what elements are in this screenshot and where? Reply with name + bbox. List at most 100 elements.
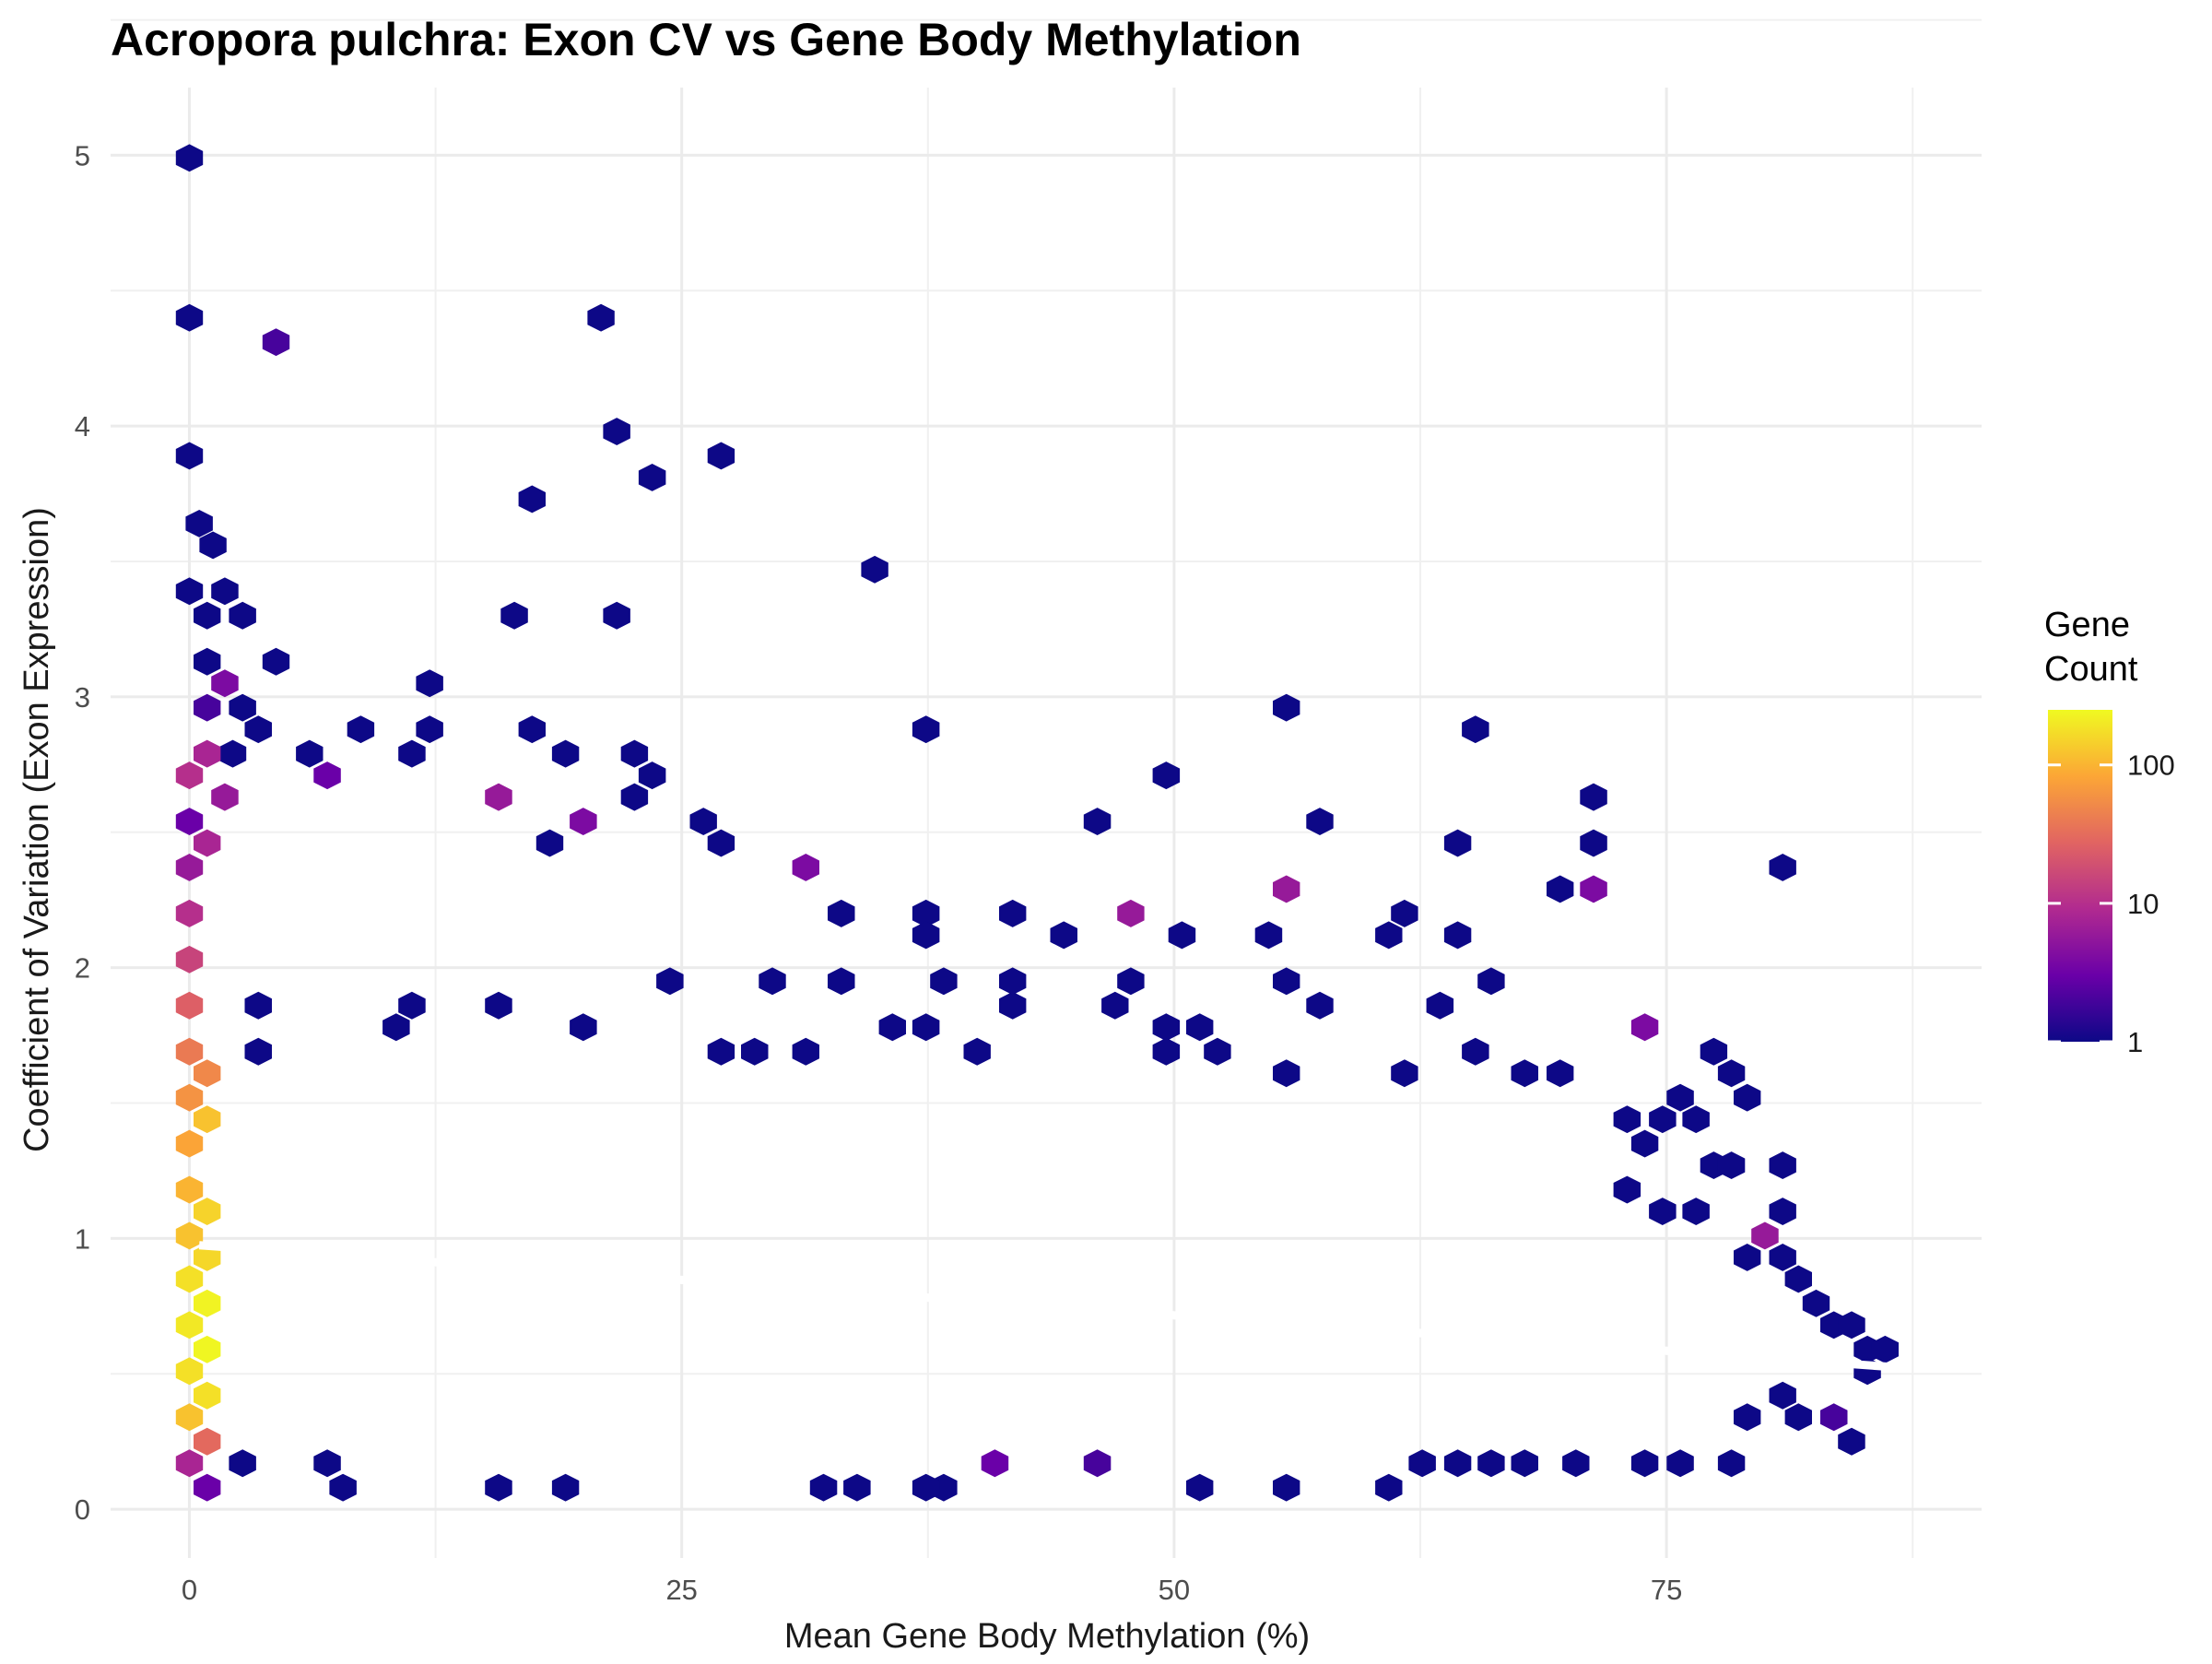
hexbin-cell [1306,808,1334,835]
hexbin-cell [792,1037,819,1066]
hexbin-cell [175,1083,204,1112]
y-axis-label: Coefficient of Variation (Exon Expressio… [18,507,56,1152]
x-tick-label: 50 [1159,1574,1190,1606]
hexbin-cell [175,1265,204,1293]
hexbin-layer [175,144,1899,1502]
hexbin-cell [999,899,1027,927]
hexbin-cell [912,899,940,927]
hexbin-cell [1734,1083,1761,1112]
hexbin-cell [1375,1473,1403,1502]
hexbin-cell [1511,1449,1538,1478]
hexbin-cell [1152,1037,1181,1066]
hexbin-cell [1630,1013,1659,1042]
hexbin-cell [1769,1381,1796,1410]
hexbin-cell [912,1473,940,1502]
hexbin-cell [656,967,684,996]
legend-tick-label: 10 [2127,888,2159,920]
legend-tick-label: 1 [2127,1026,2143,1058]
hexbin-cell [1443,921,1472,950]
legend-ticks: 1 10 100 [2048,749,2175,1058]
hexbin-cell [741,1037,769,1066]
hexbin-cell [1477,1449,1505,1478]
hexbin-cell [1717,1449,1746,1478]
hexbin-cell [570,1013,597,1042]
hexbin-cell [603,418,630,445]
hexbin-cell [1838,1427,1865,1456]
x-axis-label: Mean Gene Body Methylation (%) [784,1617,1310,1656]
hexbin-cell [1204,1037,1231,1066]
hexbin-cell [398,991,426,1020]
hexbin-cell [398,739,426,768]
hexbin-cell [1152,761,1181,790]
hexbin-cell [930,967,958,996]
hexbin-cell [1871,1335,1899,1363]
hexbin-cell [485,1473,512,1502]
hexbin-cell [1682,1198,1710,1225]
hexbin-cell [1734,1403,1761,1432]
hexbin-cell [175,991,204,1020]
hexbin-cell [551,739,580,768]
hexbin-cell [1717,1059,1746,1088]
hexbin-cell [1769,1198,1796,1225]
hexbin-cell [1547,1059,1574,1088]
hexbin-cell [175,1129,204,1158]
hexbin-cell [194,693,221,722]
hexbin-cell [1083,1449,1112,1478]
hexbin-cell [1117,899,1145,927]
hexbin-cell [175,945,204,974]
hexbin-cell [1186,1013,1214,1042]
hexbin-cell [551,1473,580,1502]
hexbin-cell [912,921,940,950]
hexbin-cell [1477,967,1505,996]
hexbin-cell [175,1221,204,1250]
hexbin-cell [175,1311,204,1339]
hexbin-cell [828,967,855,996]
hexbin-cell [1734,1244,1761,1271]
legend-tick-label: 100 [2127,749,2175,782]
hexbin-cell [638,761,666,790]
hexbin-cell [262,328,290,357]
x-tick-label: 25 [665,1574,697,1606]
hexbin-cell [1083,808,1112,835]
trend-layer [198,1241,1894,1372]
hexbin-cell [1666,1083,1694,1112]
hexbin-cell [689,808,717,835]
hexbin-cell [194,1105,221,1134]
hexbin-cell [382,1013,410,1042]
hexbin-cell [211,577,239,606]
hexbin-cell [416,715,443,744]
hexbin-cell [1751,1221,1779,1250]
hexbin-cell [1462,1037,1489,1066]
hexbin-cell [175,1403,204,1432]
x-tick-label: 0 [182,1574,197,1606]
y-tick-label: 2 [75,952,90,985]
hexbin-cell [485,991,512,1020]
hexbin-cell [1254,921,1283,950]
hexbin-cell [620,739,649,768]
hexbin-cell [861,555,888,584]
trend-line [198,1241,1894,1372]
hexbin-cell [229,1449,256,1478]
hexbin-cell [1101,991,1129,1020]
hexbin-cell [218,739,247,768]
hexbin-cell [535,829,564,857]
hexbin-cell [1443,829,1472,857]
hexbin-cell [603,601,630,630]
hexbin-cell [1562,1449,1590,1478]
hexbin-cell [313,761,341,790]
hexbin-cell [175,1175,204,1204]
hexbin-cell [1613,1175,1641,1204]
hexbin-cell [1580,829,1607,857]
hexbin-cell [1306,991,1334,1020]
hexbin-cell [175,1357,204,1386]
hexbin-cell [1769,1244,1796,1271]
hexbin-cell [262,647,290,676]
hexbin-cell [1273,693,1300,722]
hexbin-cell [809,1473,838,1502]
hexbin-cell [1769,854,1796,881]
y-tick-label: 4 [75,410,90,443]
hexbin-cell [1580,875,1607,903]
hexbin-cell [587,303,615,332]
hexbin-cell [1838,1311,1865,1339]
